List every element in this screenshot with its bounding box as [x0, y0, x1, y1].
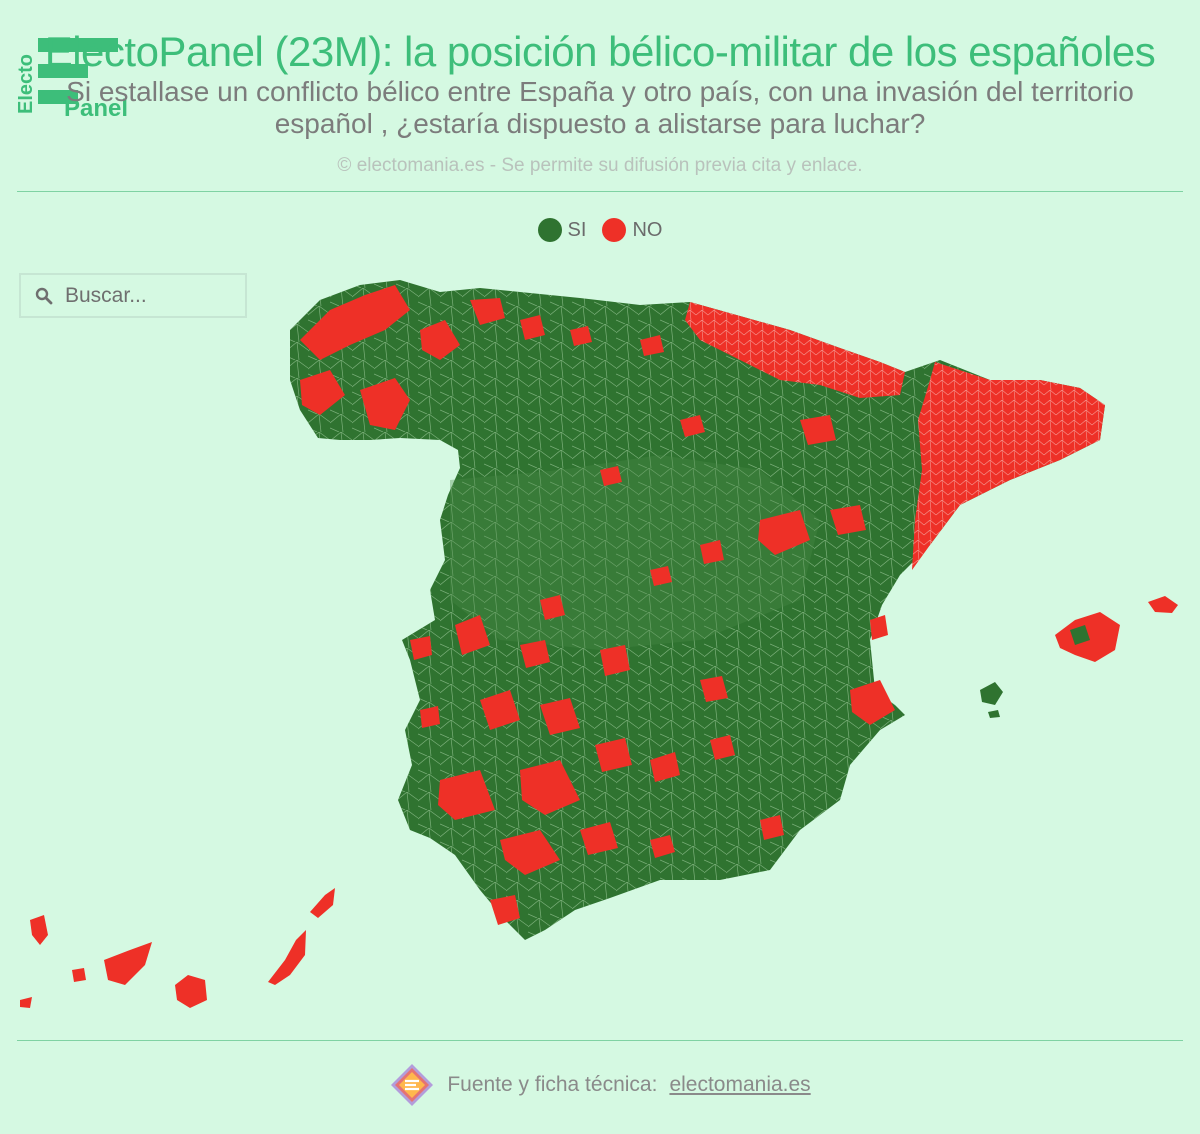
bottom-divider [17, 1040, 1183, 1041]
legend-item-si[interactable]: SI [537, 218, 587, 242]
ibiza-island[interactable] [980, 682, 1003, 705]
legend-label-si: SI [567, 218, 587, 241]
copyright-credit: © electomania.es - Se permite su difusió… [337, 155, 863, 176]
electomania-logo-icon [391, 1064, 434, 1106]
chart-subtitle: Si estallase un conflicto bélico entre E… [66, 76, 1134, 139]
mallorca-si-patch [1070, 625, 1090, 645]
galicia-red-patches [300, 285, 505, 430]
chart-title: ElectoPanel (23M): la posición bélico-mi… [44, 28, 1156, 75]
electopanel-logo: Electo Panel [18, 38, 128, 118]
source-link[interactable]: electomania.es [669, 1073, 811, 1096]
svg-text:Panel: Panel [64, 95, 128, 118]
svg-text:Electo: Electo [18, 54, 37, 114]
basque-borders [685, 302, 905, 398]
footer: Fuente y ficha técnica: electomania.es [0, 1062, 1200, 1108]
legend: SI NO [0, 218, 1200, 242]
scattered-no-municipalities [410, 315, 895, 925]
spain-municipality-map[interactable] [0, 265, 1200, 1025]
search-input[interactable] [63, 282, 237, 309]
top-divider [17, 191, 1183, 192]
legend-label-no: NO [632, 218, 663, 241]
source-label: Fuente y ficha técnica: [447, 1073, 658, 1096]
menorca-island[interactable] [1148, 596, 1178, 613]
municipality-borders [290, 280, 1105, 940]
legend-swatch-no [602, 218, 627, 242]
legend-swatch-si [537, 218, 562, 242]
formentera-island[interactable] [988, 710, 1000, 718]
catalonia-borders [912, 362, 1105, 570]
search-icon [35, 287, 53, 304]
canary-islands[interactable] [20, 888, 335, 1008]
legend-item-no[interactable]: NO [602, 218, 662, 242]
search-box[interactable] [19, 273, 247, 318]
